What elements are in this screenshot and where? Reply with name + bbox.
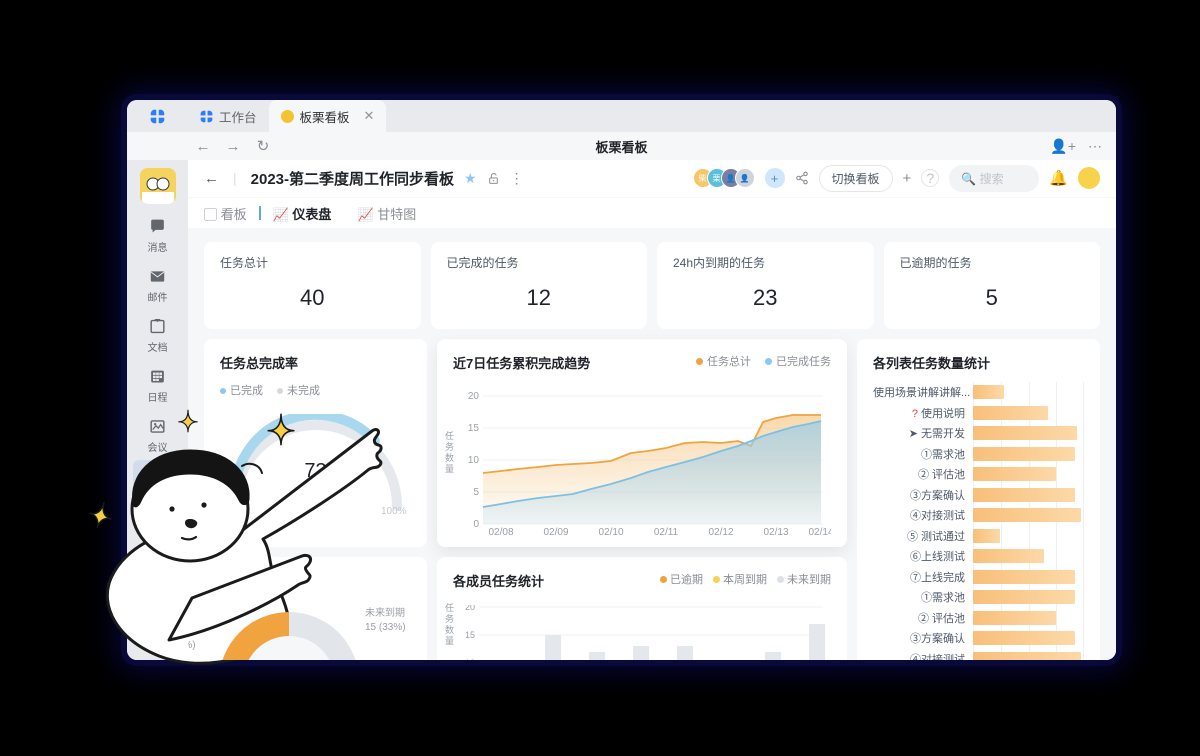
svg-text:5: 5 — [473, 487, 479, 498]
svg-text:0: 0 — [473, 519, 479, 530]
svg-text:0: 0 — [230, 506, 236, 514]
svg-text:15: 15 — [465, 630, 475, 640]
svg-text:02/14: 02/14 — [808, 527, 831, 536]
svg-text:02/09: 02/09 — [543, 527, 568, 536]
svg-text:02/11: 02/11 — [654, 527, 679, 536]
svg-text:20: 20 — [468, 391, 480, 402]
svg-text:10: 10 — [468, 455, 480, 466]
svg-text:10: 10 — [465, 658, 475, 660]
svg-text:02/12: 02/12 — [708, 527, 733, 536]
svg-text:02/13: 02/13 — [763, 527, 788, 536]
svg-text:02/08: 02/08 — [488, 527, 513, 536]
svg-text:15: 15 — [468, 423, 480, 434]
svg-text:100%: 100% — [381, 506, 407, 514]
svg-text:20: 20 — [465, 605, 475, 612]
svg-text:02/10: 02/10 — [598, 527, 623, 536]
